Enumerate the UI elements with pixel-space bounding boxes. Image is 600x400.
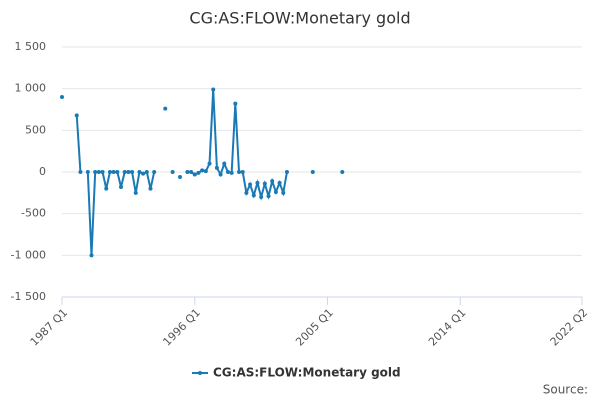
data-point [310,170,315,174]
data-point [122,170,127,174]
data-point [218,172,223,177]
data-point [144,170,149,174]
data-point [259,195,264,199]
data-point [200,168,205,173]
data-point [152,170,157,174]
data-point [78,170,83,174]
data-point [262,181,267,186]
data-point [192,172,197,177]
y-tick-label: 1 500 [15,40,47,53]
source-label: Source: [543,383,588,397]
data-point [141,171,146,176]
data-point [130,170,135,174]
data-point [107,170,112,174]
data-point [148,186,153,191]
legend-label: CG:AS:FLOW:Monetary gold [213,366,401,380]
data-point [111,170,116,174]
data-point [284,170,289,174]
x-tick-label: 2005 Q1 [293,306,336,349]
y-tick-label: 1 000 [15,82,47,95]
x-tick-label: 2022 Q2 [548,306,591,349]
data-point [74,113,79,118]
legend-marker [198,371,202,375]
data-point [96,170,101,174]
y-tick-label: 500 [25,123,46,136]
data-point [119,185,124,189]
data-point [229,170,234,175]
data-point [60,95,64,99]
data-point [237,170,242,174]
data-point [248,182,253,187]
data-point [170,170,175,174]
data-point [104,186,109,191]
data-point [255,180,260,185]
data-point [203,169,208,174]
data-point [178,175,183,179]
data-point [189,170,194,174]
data-point [277,180,282,185]
data-point [196,170,201,175]
data-point [185,170,190,174]
data-point [163,106,168,111]
data-point [270,179,275,184]
y-tick-label: -500 [21,207,46,220]
data-point [266,194,271,199]
data-point [214,165,219,170]
y-tick-label: -1 000 [11,248,46,261]
data-point [133,190,138,195]
data-point [93,170,98,174]
data-point [89,253,94,258]
data-point [211,87,216,92]
data-point [240,170,245,174]
data-point [281,190,286,195]
x-tick-label: 2014 Q1 [426,306,469,349]
x-tick-label: 1987 Q1 [28,306,71,349]
data-point [244,190,249,195]
data-point [222,161,227,166]
data-point [137,170,142,174]
data-point [115,170,120,174]
data-point [233,101,238,106]
data-point [273,190,278,194]
x-tick-label: 1996 Q1 [160,306,203,349]
chart-title: CG:AS:FLOW:Monetary gold [189,9,410,28]
y-tick-label: 0 [39,165,46,178]
data-point [85,170,90,174]
data-point [340,170,345,174]
y-tick-label: -1 500 [11,290,46,303]
data-point [251,193,256,198]
data-point [126,170,131,174]
data-point [225,170,230,174]
data-point [207,161,212,166]
data-point [100,170,105,174]
